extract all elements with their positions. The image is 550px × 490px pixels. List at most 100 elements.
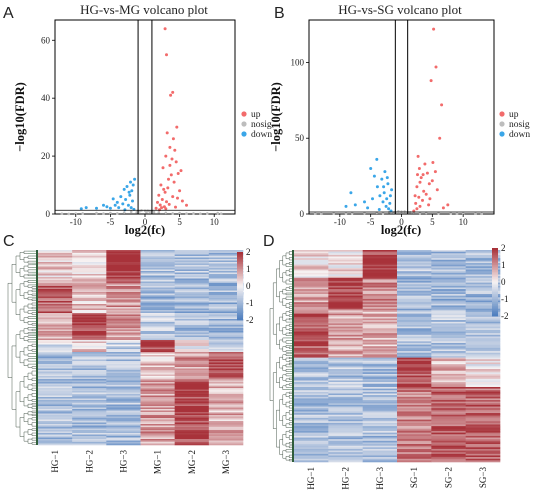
heatmap-cell-c-88-3 [140,382,175,384]
heatmap-cell-d-44-3 [397,321,432,324]
heatmap-cell-d-92-3 [397,400,432,402]
heatmap-cell-d-126-2 [362,455,398,458]
heatmap-cell-c-15-2 [106,272,141,275]
heatmap-cell-d-7-2 [362,261,398,264]
heatmap-cell-d-51-4 [431,333,466,336]
heatmap-cell-c-57-0 [38,335,73,338]
point-nosig-a-13 [206,212,209,215]
heatmap-cell-c-9-2 [106,263,141,266]
heatmap-cell-c-70-4 [174,355,210,357]
heatmap-cell-c-57-5 [208,335,244,338]
heatmap-cell-d-52-0 [294,334,329,337]
point-nosig-a-10 [164,211,168,215]
heatmap-cell-c-57-3 [140,335,175,338]
heatmap-cell-c-39-5 [208,308,244,311]
heatmap-cell-d-32-0 [294,302,329,305]
point-up-a-6 [167,202,171,206]
heatmap-cell-d-129-0 [294,460,329,463]
point-down-a-21 [123,208,127,212]
heatmap-cell-d-28-0 [294,295,329,298]
heatmap-cell-d-8-2 [362,263,398,265]
heatmap-cell-c-11-1 [72,266,107,269]
heatmap-cell-c-60-5 [208,340,244,342]
heatmap-cell-c-49-1 [72,323,107,326]
heatmap-cell-d-82-4 [431,383,466,386]
heatmap-cell-d-23-4 [431,287,466,290]
heatmap-cell-c-76-3 [140,364,175,366]
heatmap-cell-d-40-2 [362,315,398,318]
heatmap-cell-c-14-0 [38,271,73,273]
heatmap-cell-c-32-1 [72,298,107,300]
heatmap-cell-c-40-5 [208,310,244,312]
heatmap-cell-d-22-2 [362,285,398,288]
point-nosig-a-21 [116,212,119,215]
y-tick-label-a-2: 40 [41,93,51,103]
heatmap-cell-c-12-2 [106,268,141,270]
heatmap-cell-c-107-5 [208,410,244,413]
heatmap-cell-c-111-0 [38,416,73,419]
heatmap-cell-c-95-5 [208,392,244,395]
point-up-b-13 [417,167,421,170]
colorbar-tick-d-0: 2 [501,243,506,253]
point-down-b-25 [371,197,374,201]
heatmap-cell-d-41-2 [362,316,398,319]
heatmap-cell-d-50-0 [294,331,329,334]
heatmap-cell-d-54-2 [362,338,398,340]
heatmap-cell-d-117-3 [397,440,432,443]
heatmap-cell-d-41-4 [431,316,466,319]
heatmap-cell-c-54-4 [174,331,210,333]
colorbar-segment-d-12 [492,268,498,271]
heatmap-cell-d-85-3 [397,388,432,391]
heatmap-cell-d-91-1 [328,398,363,401]
point-nosig-b-16 [403,210,406,213]
heatmap-cell-c-22-4 [174,283,210,285]
heatmap-cell-c-86-5 [208,379,244,381]
heatmap-cell-d-3-4 [431,254,466,257]
colorbar-segment-c-28 [237,299,243,302]
heatmap-cell-d-95-3 [397,404,432,407]
heatmap-cell-c-121-4 [174,431,210,434]
heatmap-cell-d-20-5 [465,282,501,285]
heatmap-cell-d-37-3 [397,310,432,313]
heatmap-cell-d-70-0 [294,364,329,367]
heatmap-cell-c-84-5 [208,376,244,378]
heatmap-cell-d-118-4 [431,442,466,445]
heatmap-cell-c-102-3 [140,403,175,405]
heatmap-cell-c-11-0 [38,266,73,269]
heatmap-cell-d-22-0 [294,285,329,288]
heatmap-cell-d-98-5 [465,409,501,412]
heatmap-cell-d-66-0 [294,357,329,360]
colorbar-segment-d-38 [492,312,498,315]
heatmap-cell-d-100-2 [362,413,398,416]
panel-label-c: C [3,233,15,250]
heatmap-cell-c-81-0 [38,371,73,374]
heatmap-cell-c-35-5 [208,302,244,305]
heatmap-cell-c-81-2 [106,371,141,374]
heatmap-cell-d-79-3 [397,378,432,381]
heatmap-cell-c-19-0 [38,278,73,281]
heatmap-cell-d-92-2 [362,400,398,402]
heatmap-cell-c-21-0 [38,281,73,284]
heatmap-cell-d-46-3 [397,325,432,327]
colorbar-segment-d-31 [492,300,498,303]
heatmap-cell-d-56-4 [431,341,466,344]
heatmap-cell-d-48-3 [397,328,432,331]
heatmap-cell-d-115-2 [362,437,398,440]
heatmap-cell-d-112-0 [294,432,329,435]
heatmap-cell-c-97-0 [38,395,73,398]
heatmap-cell-c-50-1 [72,325,107,327]
heatmap-cell-c-49-2 [106,323,141,326]
heatmap-cell-d-58-4 [431,344,466,347]
colorbar-segment-d-33 [492,304,498,307]
point-down-b-14 [369,167,373,170]
heatmap-cell-d-69-0 [294,362,329,365]
heatmap-cell-d-53-0 [294,336,329,339]
heatmap-cell-d-81-3 [397,382,432,385]
heatmap-cell-c-77-0 [38,365,73,368]
heatmap-cell-d-99-1 [328,411,363,414]
heatmap-cell-c-118-4 [174,427,210,429]
heatmap-cell-c-70-5 [208,355,244,357]
heatmap-cell-c-30-4 [174,295,210,297]
heatmap-cell-c-71-2 [106,356,141,359]
heatmap-cell-d-22-4 [431,285,466,288]
